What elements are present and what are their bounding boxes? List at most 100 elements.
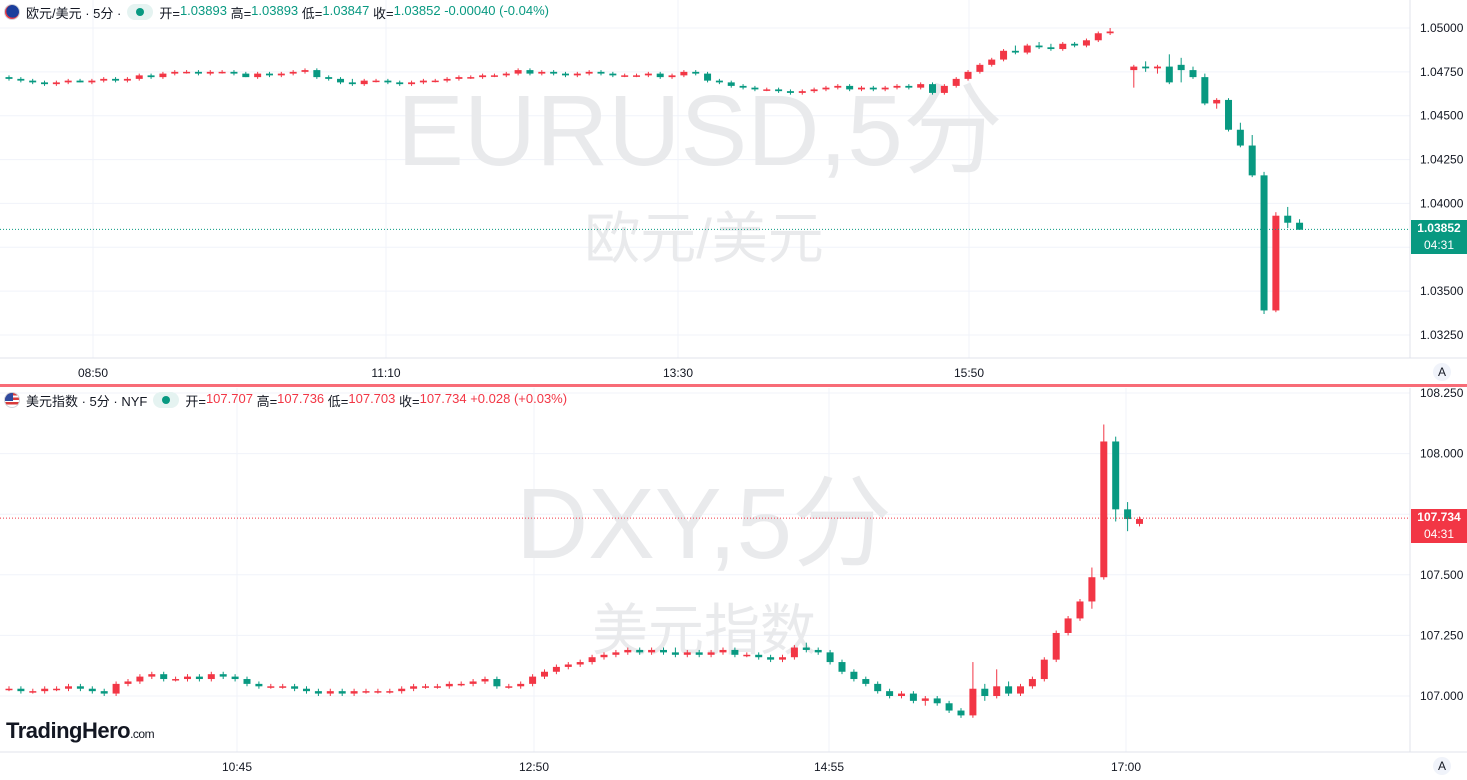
candle[interactable] bbox=[810, 87, 818, 93]
candle[interactable] bbox=[422, 683, 429, 689]
candle[interactable] bbox=[514, 68, 522, 76]
candle[interactable] bbox=[433, 683, 441, 689]
candle[interactable] bbox=[467, 75, 475, 79]
dxy-chart-canvas[interactable]: DXY,5分 美元指数 108.250108.000107.750107.500… bbox=[0, 388, 1467, 780]
candle[interactable] bbox=[921, 696, 929, 706]
candle[interactable] bbox=[588, 654, 596, 665]
candle[interactable] bbox=[123, 77, 131, 83]
candle[interactable] bbox=[398, 686, 406, 694]
candle[interactable] bbox=[243, 676, 251, 687]
candle[interactable] bbox=[374, 688, 382, 694]
candle[interactable] bbox=[443, 77, 451, 83]
candle[interactable] bbox=[1094, 31, 1102, 43]
candle[interactable] bbox=[350, 688, 358, 696]
candle[interactable] bbox=[1189, 66, 1197, 79]
candle[interactable] bbox=[905, 84, 913, 90]
candle[interactable] bbox=[909, 691, 917, 704]
candle[interactable] bbox=[277, 71, 285, 78]
dxy-price-axis[interactable]: 108.250108.000107.750107.500107.250107.0… bbox=[1420, 388, 1464, 703]
candle[interactable] bbox=[386, 688, 394, 694]
candle[interactable] bbox=[1047, 43, 1055, 51]
candle[interactable] bbox=[372, 78, 380, 83]
candle[interactable] bbox=[455, 75, 463, 81]
candle[interactable] bbox=[242, 71, 250, 78]
candle[interactable] bbox=[207, 671, 215, 682]
candle[interactable] bbox=[469, 679, 477, 687]
candle[interactable] bbox=[100, 688, 108, 696]
candle[interactable] bbox=[940, 84, 948, 95]
candle[interactable] bbox=[609, 71, 617, 78]
candle[interactable] bbox=[112, 77, 120, 83]
candle[interactable] bbox=[621, 73, 629, 78]
candle[interactable] bbox=[505, 683, 513, 689]
candle[interactable] bbox=[668, 73, 676, 79]
candle[interactable] bbox=[751, 85, 759, 92]
candle[interactable] bbox=[41, 686, 49, 694]
candle[interactable] bbox=[1142, 61, 1150, 72]
candle[interactable] bbox=[147, 73, 155, 79]
candle[interactable] bbox=[692, 70, 700, 76]
candle[interactable] bbox=[538, 70, 546, 76]
candle[interactable] bbox=[739, 84, 747, 90]
candle[interactable] bbox=[206, 70, 214, 76]
candle[interactable] bbox=[727, 80, 735, 88]
candle[interactable] bbox=[100, 77, 108, 83]
candle[interactable] bbox=[17, 77, 25, 83]
candle[interactable] bbox=[707, 649, 715, 658]
candle[interactable] bbox=[148, 671, 156, 680]
eurusd-time-axis[interactable]: 08:50 11:10 13:30 15:50 bbox=[78, 366, 984, 380]
candle[interactable] bbox=[1213, 98, 1221, 109]
candle[interactable] bbox=[945, 700, 953, 713]
candle[interactable] bbox=[834, 84, 842, 90]
candle[interactable] bbox=[564, 662, 572, 670]
candle[interactable] bbox=[731, 647, 739, 658]
candle[interactable] bbox=[838, 659, 846, 675]
candle[interactable] bbox=[457, 681, 465, 687]
candle[interactable] bbox=[5, 75, 13, 81]
candle[interactable] bbox=[408, 80, 416, 86]
candle[interactable] bbox=[265, 71, 273, 78]
candle[interactable] bbox=[1000, 49, 1008, 62]
candle[interactable] bbox=[656, 71, 664, 79]
candle[interactable] bbox=[479, 73, 487, 79]
candle[interactable] bbox=[775, 87, 783, 93]
candle[interactable] bbox=[279, 683, 287, 689]
candle[interactable] bbox=[814, 647, 822, 655]
candle[interactable] bbox=[1130, 64, 1138, 88]
candle[interactable] bbox=[231, 674, 239, 682]
candle[interactable] bbox=[1088, 567, 1096, 609]
eurusd-price-axis[interactable]: 1.050001.047501.045001.042501.040001.037… bbox=[1420, 21, 1464, 342]
candle[interactable] bbox=[338, 688, 346, 696]
candle[interactable] bbox=[314, 688, 322, 696]
candle[interactable] bbox=[552, 664, 560, 675]
candle[interactable] bbox=[850, 669, 858, 682]
candle[interactable] bbox=[481, 676, 489, 684]
candle[interactable] bbox=[881, 85, 889, 92]
candle[interactable] bbox=[573, 71, 581, 78]
candle[interactable] bbox=[1106, 28, 1114, 36]
candle[interactable] bbox=[798, 89, 806, 95]
candle[interactable] bbox=[1064, 616, 1072, 636]
candle[interactable] bbox=[337, 77, 345, 85]
candle[interactable] bbox=[1076, 599, 1084, 621]
candle[interactable] bbox=[671, 647, 679, 658]
candle[interactable] bbox=[763, 87, 771, 92]
candle[interactable] bbox=[1005, 681, 1013, 696]
candle[interactable] bbox=[576, 659, 584, 667]
candle[interactable] bbox=[384, 78, 392, 85]
candle[interactable] bbox=[326, 688, 334, 696]
candle[interactable] bbox=[886, 688, 894, 699]
candle[interactable] bbox=[957, 708, 965, 718]
candle[interactable] bbox=[88, 686, 96, 694]
candle[interactable] bbox=[183, 70, 191, 74]
candle[interactable] bbox=[704, 71, 712, 83]
candle[interactable] bbox=[1112, 436, 1120, 522]
dxy-chart-pane[interactable]: DXY,5分 美元指数 108.250108.000107.750107.500… bbox=[0, 388, 1467, 780]
candle[interactable] bbox=[517, 681, 525, 689]
candle[interactable] bbox=[445, 681, 453, 689]
candle[interactable] bbox=[291, 683, 299, 692]
candle[interactable] bbox=[964, 70, 972, 81]
candle[interactable] bbox=[893, 84, 901, 90]
market-status-icon[interactable] bbox=[153, 392, 180, 408]
eurusd-auto-scale-button[interactable]: A bbox=[1433, 363, 1451, 381]
